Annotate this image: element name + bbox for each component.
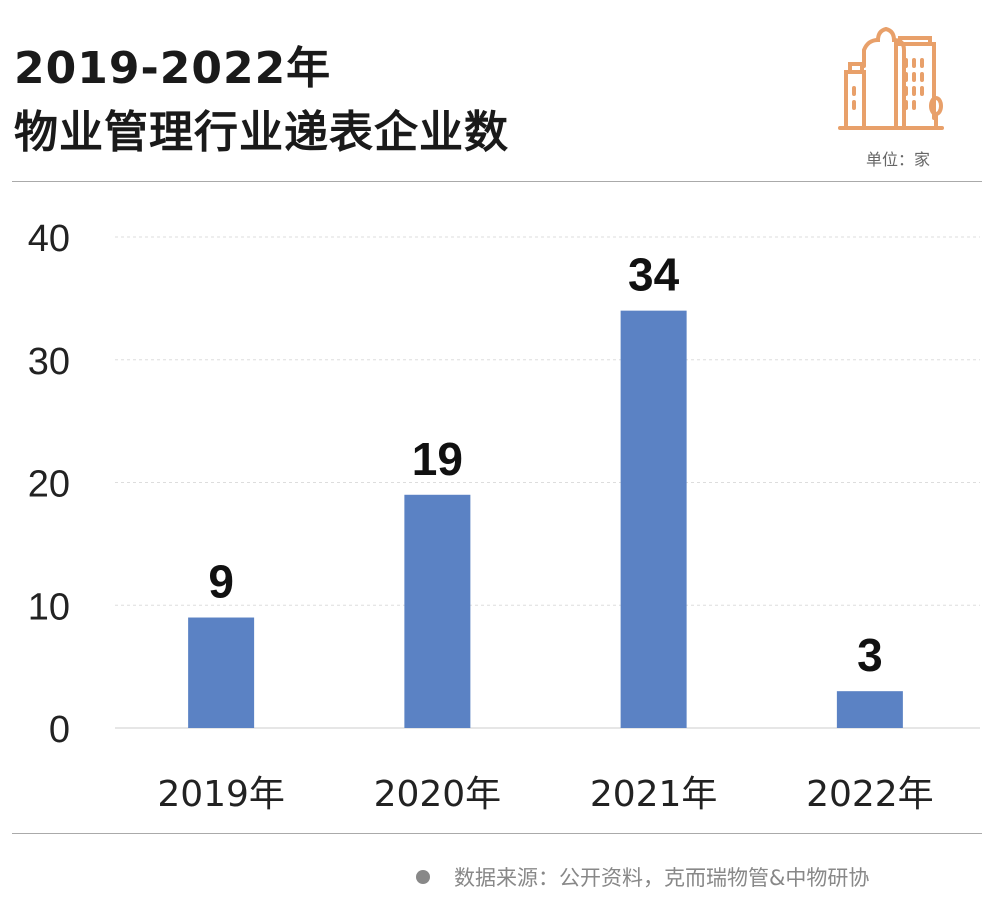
y-tick-label: 0	[49, 709, 70, 751]
bar	[404, 494, 471, 728]
source-text: 数据来源：公开资料，克而瑞物管&中物研协	[454, 866, 870, 890]
bar	[620, 310, 687, 728]
bar-chart: 0 10 20 30 40 9 2019年 19 2020年 34 2021年 3 2022年	[28, 218, 980, 815]
data-label: 19	[412, 433, 463, 485]
header-divider	[12, 181, 982, 182]
source-note: 数据来源：公开资料，克而瑞物管&中物研协	[416, 862, 869, 892]
y-tick-label: 20	[28, 464, 70, 506]
footer-divider	[12, 833, 982, 834]
x-tick-label: 2019年	[157, 774, 285, 815]
x-tick-label: 2021年	[590, 774, 718, 815]
y-tick-label: 10	[28, 586, 70, 628]
y-tick-label: 30	[28, 341, 70, 383]
bar	[188, 617, 255, 728]
data-label: 3	[857, 629, 883, 681]
bar	[836, 691, 903, 728]
x-tick-label: 2020年	[374, 774, 502, 815]
y-tick-label: 40	[28, 218, 70, 260]
bullet-dot	[416, 870, 430, 884]
unit-label: 单位：家	[866, 150, 931, 169]
data-label: 34	[628, 249, 680, 301]
city-buildings-icon	[838, 26, 944, 130]
data-label: 9	[208, 556, 234, 608]
x-tick-label: 2022年	[806, 774, 934, 815]
chart-title-line2: 物业管理行业递表企业数	[14, 107, 509, 158]
chart-title-line1: 2019-2022年	[14, 43, 332, 94]
